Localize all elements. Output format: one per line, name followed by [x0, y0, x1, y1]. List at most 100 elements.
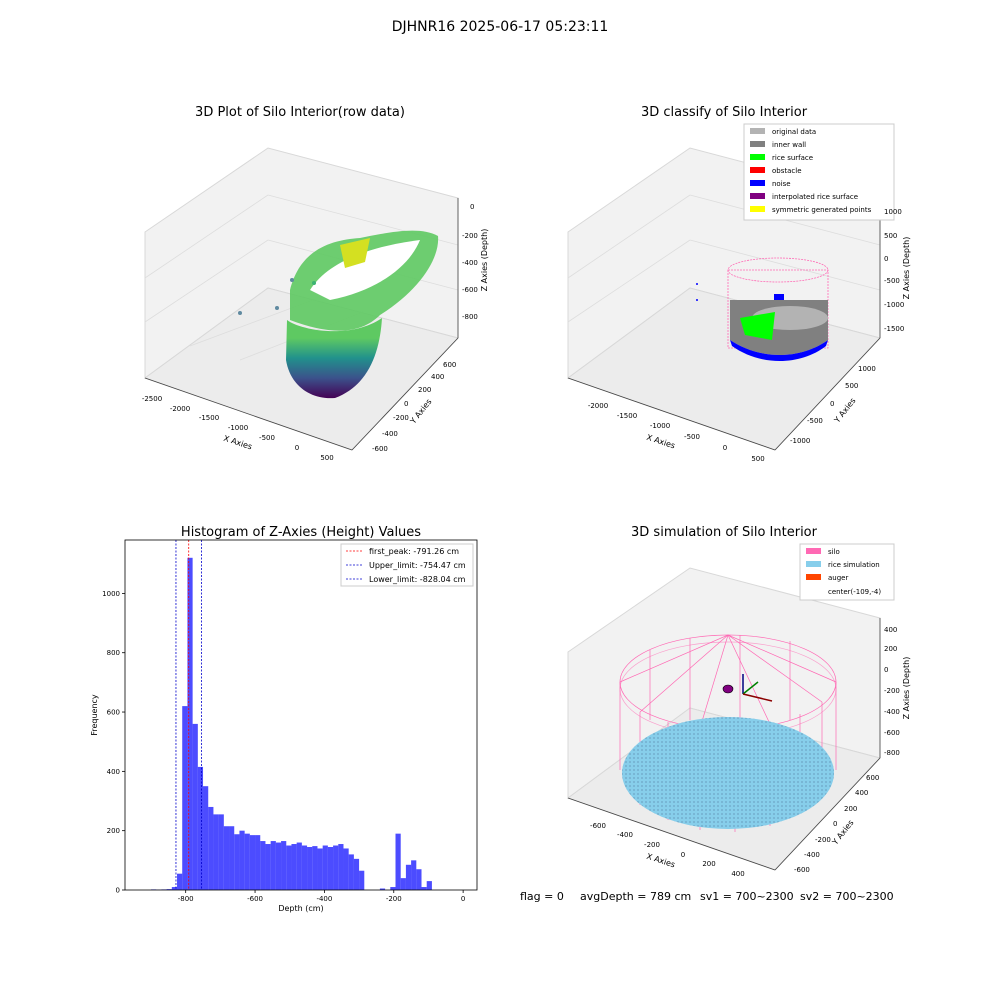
- histogram-y-tick-label: 800: [107, 649, 120, 657]
- classify-z-tick: -1500: [884, 325, 904, 333]
- raw-y-tick: -400: [382, 430, 398, 438]
- classify-x-ticks: -2000 -1500 -1000 -500 0 500: [588, 402, 765, 463]
- histogram-bar: [353, 858, 360, 890]
- histogram-legend-label: Upper_limit: -754.47 cm: [369, 561, 466, 570]
- simulation-rice-texture: [622, 717, 834, 829]
- histogram-bar: [239, 830, 245, 890]
- histogram-x-tick-label: 0: [461, 895, 465, 903]
- simulation-axis-arrow-y: [742, 681, 759, 695]
- raw-z-tick: -800: [462, 313, 478, 321]
- classify-noise-point: [696, 299, 698, 301]
- raw-outlier-point: [312, 281, 316, 285]
- classify-z-tick: -500: [884, 277, 900, 285]
- raw-x-axis-line: [144, 377, 353, 451]
- histogram-bar: [390, 887, 396, 890]
- simulation-x-tick: -600: [590, 822, 606, 830]
- raw-y-tick: -600: [372, 445, 388, 453]
- simulation-z-tick: -600: [884, 729, 900, 737]
- raw-hollow: [310, 240, 420, 300]
- classify-x-tick: -1000: [650, 422, 670, 430]
- histogram-bar: [187, 557, 193, 890]
- classify-y-axis-line: [774, 337, 881, 451]
- simulation-legend-label: center(-109,-4): [828, 588, 881, 596]
- classify-x-tick: 0: [723, 444, 727, 452]
- classify-y-tick: 1000: [858, 365, 876, 373]
- classify-legend-swatch: [750, 167, 765, 173]
- classify-x-tick: -2000: [588, 402, 608, 410]
- classify-legend-swatch: [750, 206, 765, 212]
- simulation-z-tick: -800: [884, 749, 900, 757]
- histogram-x-tick-label: -200: [386, 895, 402, 903]
- histogram-legend: first_peak: -791.26 cm Upper_limit: -754…: [340, 543, 474, 587]
- histogram-bar: [405, 864, 412, 890]
- classify-rice-surface: [740, 312, 775, 340]
- histogram-bar: [171, 887, 178, 890]
- classify-legend-swatch: [750, 154, 765, 160]
- histogram-bar: [327, 846, 334, 890]
- simulation-y-ticks: -600 -400 -200 0 200 400 600: [794, 774, 879, 874]
- classify-x-tick: -500: [684, 433, 700, 441]
- classify-legend-label: inner wall: [772, 141, 806, 149]
- histogram-bar: [421, 887, 427, 890]
- panel-simulation-3d: 3D simulation of Silo Interior: [566, 525, 911, 878]
- histogram-bar: [270, 841, 276, 890]
- histogram-y-tick-label: 400: [107, 768, 120, 776]
- classify-z-tick: 1000: [884, 208, 902, 216]
- simulation-legend-swatch: [806, 548, 821, 554]
- simulation-x-tick: -200: [644, 841, 660, 849]
- raw-x-tick: -2500: [142, 395, 162, 403]
- classify-legend-swatch: [750, 180, 765, 186]
- histogram-y-tick-label: 200: [107, 827, 120, 835]
- classify-z-tick: -1000: [884, 301, 904, 309]
- raw-point-cloud: [238, 230, 439, 399]
- figure-suptitle: DJHNR16 2025-06-17 05:23:11: [392, 19, 609, 35]
- simulation-x-tick: 0: [681, 851, 685, 859]
- status-avg-depth: avgDepth = 789 cm: [580, 890, 691, 903]
- histogram-bar: [359, 870, 365, 890]
- simulation-legend-label: auger: [828, 574, 848, 582]
- histogram-x-label: Depth (cm): [278, 904, 323, 913]
- histogram-bar: [249, 835, 256, 890]
- histogram-bar: [317, 848, 323, 890]
- classify-noise-cluster: [774, 294, 784, 300]
- raw-y-tick: -200: [393, 414, 409, 422]
- simulation-y-tick: 600: [866, 774, 879, 782]
- histogram-bar: [223, 826, 230, 890]
- classify-z-tick: 500: [884, 232, 897, 240]
- histogram-bar: [307, 846, 313, 890]
- classify-y-tick: 500: [845, 382, 858, 390]
- raw-z-tick: -600: [462, 286, 478, 294]
- histogram-y-tick-label: 1000: [102, 590, 120, 598]
- classify-x-label: X Axies: [645, 433, 676, 451]
- histogram-bar: [265, 844, 271, 890]
- histogram-bar: [286, 845, 292, 890]
- histogram-bar: [338, 844, 344, 890]
- simulation-z-label: Z Axies (Depth): [902, 657, 911, 720]
- simulation-legend-label: silo: [828, 548, 840, 556]
- classify-y-tick: -500: [807, 417, 823, 425]
- raw-z-tick: -400: [462, 259, 478, 267]
- histogram-bar: [234, 834, 240, 890]
- classify-legend-label: obstacle: [772, 167, 802, 175]
- raw-x-ticks: -2500 -2000 -1500 -1000 -500 0 500: [142, 395, 334, 462]
- histogram-bar: [296, 842, 302, 890]
- raw-z-tick: -200: [462, 232, 478, 240]
- histogram-y-tick-label: 600: [107, 709, 120, 717]
- simulation-z-tick: 0: [884, 666, 888, 674]
- raw-z-label: Z Axies (Depth): [480, 229, 489, 292]
- histogram-bar: [182, 706, 188, 890]
- histogram-legend-box: [340, 543, 474, 587]
- raw-x-tick: 500: [320, 454, 333, 462]
- simulation-legend: silo rice simulation auger center(-109,-…: [799, 543, 895, 601]
- simulation-y-tick: -400: [804, 851, 820, 859]
- histogram-frame: [124, 539, 478, 891]
- raw-lower-body: [286, 318, 382, 399]
- simulation-y-tick: 0: [833, 820, 837, 828]
- histogram-bar: [301, 845, 308, 890]
- panel-raw-3d: 3D Plot of Silo Interior(row data) -2: [142, 105, 489, 462]
- classify-legend-swatch: [750, 141, 765, 147]
- classify-legend-swatch: [750, 128, 765, 134]
- simulation-y-tick: 200: [844, 805, 857, 813]
- histogram-bar: [416, 869, 422, 890]
- simulation-center-marker: [722, 684, 734, 694]
